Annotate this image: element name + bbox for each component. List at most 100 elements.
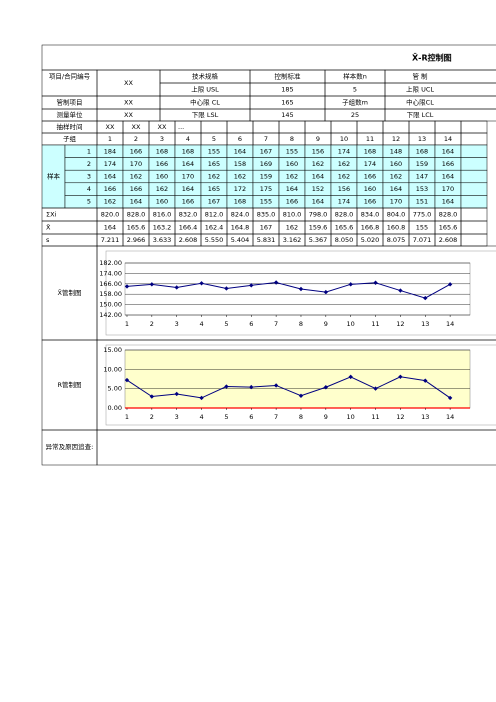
point bbox=[224, 286, 229, 291]
table-cell bbox=[41, 233, 98, 247]
y-tick-label: 15.00 bbox=[103, 346, 122, 354]
cell-text: 管制项目 bbox=[57, 98, 83, 107]
cell-text: 164 bbox=[312, 173, 324, 181]
point bbox=[447, 395, 453, 401]
table-cell bbox=[252, 120, 280, 134]
x-tick-label: 6 bbox=[249, 413, 253, 421]
cell-text: 3 bbox=[160, 135, 164, 143]
table-cell bbox=[408, 120, 436, 134]
x-tick-label: 13 bbox=[421, 413, 429, 421]
x-tick-label: 3 bbox=[175, 320, 179, 328]
point bbox=[373, 386, 378, 391]
table-cell bbox=[384, 69, 496, 84]
point bbox=[174, 391, 179, 397]
cell-text: 155 bbox=[416, 224, 428, 232]
x-tick-label: 9 bbox=[324, 413, 328, 421]
cell-text: 164 bbox=[442, 198, 454, 206]
cell-text: 155 bbox=[208, 147, 220, 155]
cell-text: 185 bbox=[281, 86, 293, 94]
cell-text: 174 bbox=[338, 198, 350, 206]
cell-text: 抽样时间 bbox=[57, 122, 83, 131]
x-tick-label: 11 bbox=[371, 320, 379, 328]
cell-text: 167 bbox=[260, 224, 272, 232]
x-tick-label: 8 bbox=[299, 413, 303, 421]
cell-text: 159.6 bbox=[309, 224, 328, 232]
cell-text: ΣXi bbox=[46, 211, 57, 219]
cell-text: 13 bbox=[418, 135, 426, 143]
cell-text: 155 bbox=[260, 198, 272, 206]
point bbox=[447, 282, 453, 287]
x-tick-label: 7 bbox=[274, 413, 278, 421]
cell-text: 2 bbox=[134, 135, 138, 143]
table-cell bbox=[384, 108, 496, 122]
point bbox=[149, 394, 155, 399]
cell-text: 164 bbox=[390, 185, 402, 193]
table-cell bbox=[64, 169, 98, 184]
point bbox=[124, 377, 130, 383]
table-cell bbox=[64, 144, 98, 158]
point bbox=[273, 383, 279, 388]
cell-text: 165 bbox=[208, 185, 220, 193]
x-tick-label: 2 bbox=[150, 413, 154, 421]
table-cell bbox=[64, 195, 98, 209]
cell-text: 164 bbox=[442, 147, 454, 155]
point bbox=[348, 282, 353, 287]
series-line bbox=[126, 376, 451, 399]
cell-text: 子组数m bbox=[342, 98, 368, 107]
cell-text: 25 bbox=[351, 111, 359, 119]
cell-text: 11 bbox=[366, 135, 374, 143]
y-tick-label: 174.00 bbox=[99, 269, 122, 277]
table-cell bbox=[384, 95, 496, 110]
cell-text: 164 bbox=[182, 160, 194, 168]
cell-text: 166.8 bbox=[361, 224, 380, 232]
cell-text: 174 bbox=[338, 147, 350, 155]
cell-text: 812.0 bbox=[205, 211, 224, 219]
cell-text: X̄管制图 bbox=[58, 288, 82, 297]
cell-text: 162 bbox=[208, 173, 220, 181]
x-tick-label: 6 bbox=[249, 320, 253, 328]
cell-text: 160 bbox=[390, 160, 402, 168]
cell-text: 2.966 bbox=[127, 236, 146, 244]
cell-text: 160 bbox=[156, 173, 168, 181]
cell-text: 162 bbox=[130, 173, 142, 181]
cell-text: 166 bbox=[442, 160, 454, 168]
cell-text: 中心限 CL bbox=[190, 98, 220, 107]
x-tick-label: 1 bbox=[125, 413, 129, 421]
cell-text: 165 bbox=[281, 99, 293, 107]
point bbox=[298, 393, 304, 398]
point bbox=[398, 288, 403, 293]
cell-text: s bbox=[46, 236, 50, 244]
cell-text: 4 bbox=[87, 185, 91, 193]
x-tick-label: 10 bbox=[347, 413, 355, 421]
cell-text: 156 bbox=[312, 147, 324, 155]
cell-text: 145 bbox=[281, 111, 293, 119]
cell-text: 2.608 bbox=[439, 236, 458, 244]
table-cell bbox=[304, 120, 332, 134]
table-cell bbox=[64, 182, 98, 196]
cell-text: 147 bbox=[416, 173, 428, 181]
cell-text: 3.162 bbox=[283, 236, 302, 244]
point bbox=[199, 395, 204, 401]
cell-text: XX bbox=[124, 111, 133, 119]
cell-text: 7.211 bbox=[101, 236, 120, 244]
cell-text: 168 bbox=[182, 147, 194, 155]
cell-text: 775.0 bbox=[413, 211, 432, 219]
cell-text: 810.0 bbox=[283, 211, 302, 219]
table-cell bbox=[460, 169, 488, 184]
table-cell bbox=[460, 220, 488, 235]
point bbox=[273, 280, 279, 285]
x-tick-label: 1 bbox=[125, 320, 129, 328]
cell-text: 160 bbox=[364, 185, 376, 193]
cell-text: 5 bbox=[353, 86, 357, 94]
y-tick-label: 166.00 bbox=[99, 280, 122, 288]
cell-text: 166 bbox=[182, 198, 194, 206]
cell-text: 166 bbox=[156, 160, 168, 168]
table-cell bbox=[382, 120, 410, 134]
cell-text: X̄ bbox=[46, 222, 51, 231]
cell-text: 5.404 bbox=[231, 236, 250, 244]
table-cell bbox=[460, 144, 488, 158]
cell-text: 172 bbox=[234, 185, 246, 193]
cell-text: 7.071 bbox=[413, 236, 432, 244]
table-cell bbox=[460, 182, 488, 196]
